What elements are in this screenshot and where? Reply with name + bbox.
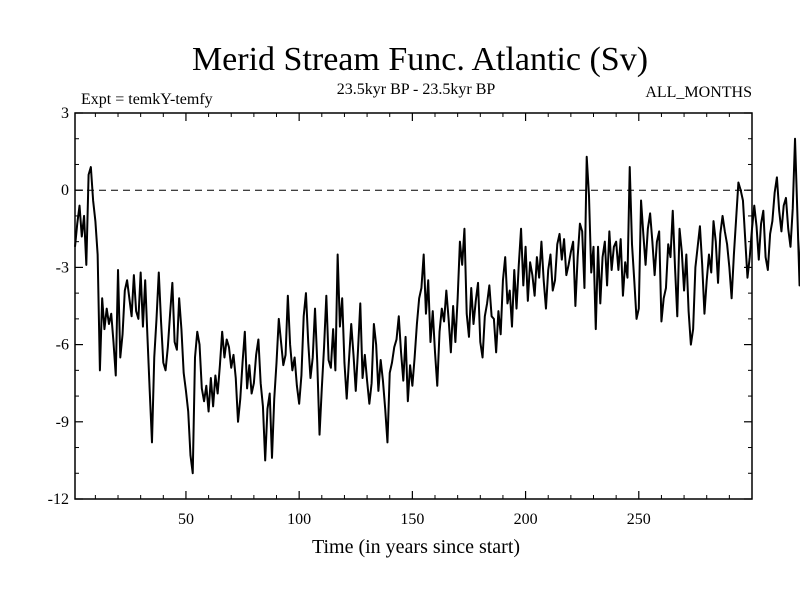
y-tick-label: -3 (56, 259, 69, 276)
y-tick-label: 0 (61, 182, 69, 199)
x-tick-label: 250 (627, 511, 651, 528)
series-line-amoc (74, 137, 800, 475)
x-tick-label: 50 (178, 511, 194, 528)
chart-title: Merid Stream Func. Atlantic (Sv) (192, 41, 648, 78)
x-tick-label: 200 (514, 511, 538, 528)
x-axis-ticks: 50 100 150 200 250 (94, 113, 730, 528)
plot-frame (74, 112, 753, 500)
y-axis-ticks: 3 0 -3 -6 -9 -12 (48, 105, 752, 508)
y-tick-label: 3 (61, 105, 69, 122)
y-tick-label: -6 (56, 337, 69, 354)
experiment-label: Expt = temkY-temfy (81, 91, 213, 108)
y-tick-label: -12 (48, 491, 69, 508)
x-axis-label: Time (in years since start) (312, 536, 520, 558)
x-tick-label: 100 (287, 511, 311, 528)
y-tick-label: -9 (56, 414, 69, 431)
period-label: 23.5kyr BP - 23.5kyr BP (337, 81, 496, 98)
months-label: ALL_MONTHS (645, 84, 752, 101)
x-tick-label: 150 (400, 511, 424, 528)
